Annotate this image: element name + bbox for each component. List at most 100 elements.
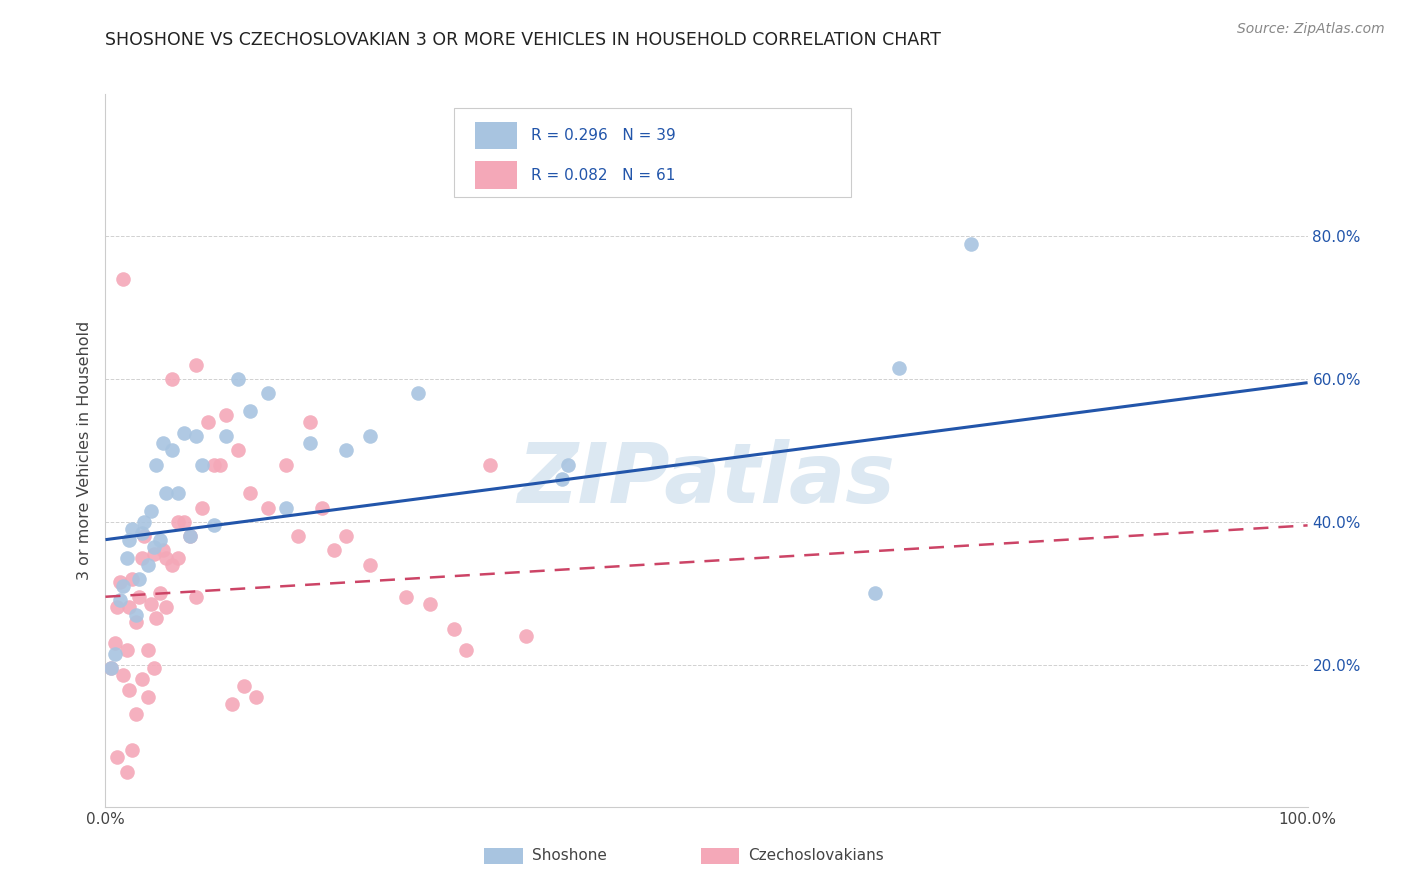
- Point: [287, 529, 309, 543]
- Point: [274, 500, 297, 515]
- Point: [359, 558, 381, 572]
- Point: [136, 690, 159, 704]
- Point: [173, 515, 195, 529]
- Point: [184, 358, 207, 372]
- Point: [395, 590, 418, 604]
- Point: [115, 643, 138, 657]
- Point: [142, 661, 165, 675]
- Point: [221, 697, 243, 711]
- FancyBboxPatch shape: [454, 108, 851, 197]
- Point: [145, 458, 167, 472]
- Point: [142, 540, 165, 554]
- Point: [118, 682, 141, 697]
- Text: Shoshone: Shoshone: [533, 848, 607, 863]
- Point: [419, 597, 441, 611]
- Point: [239, 404, 262, 418]
- Point: [100, 661, 122, 675]
- Point: [960, 236, 983, 251]
- Point: [184, 429, 207, 443]
- Point: [515, 629, 537, 643]
- Point: [179, 529, 201, 543]
- Point: [139, 504, 162, 518]
- Point: [139, 597, 162, 611]
- Point: [136, 643, 159, 657]
- Point: [208, 458, 231, 472]
- Point: [124, 615, 146, 629]
- Point: [190, 458, 212, 472]
- Point: [256, 500, 278, 515]
- Point: [245, 690, 267, 704]
- Point: [202, 518, 225, 533]
- Text: SHOSHONE VS CZECHOSLOVAKIAN 3 OR MORE VEHICLES IN HOUSEHOLD CORRELATION CHART: SHOSHONE VS CZECHOSLOVAKIAN 3 OR MORE VE…: [105, 31, 942, 49]
- Point: [551, 472, 574, 486]
- Point: [166, 550, 188, 565]
- Point: [104, 647, 127, 661]
- Point: [118, 600, 141, 615]
- Point: [124, 607, 146, 622]
- Text: Source: ZipAtlas.com: Source: ZipAtlas.com: [1237, 22, 1385, 37]
- Point: [256, 386, 278, 401]
- Point: [197, 415, 219, 429]
- Point: [108, 575, 131, 590]
- Point: [173, 425, 195, 440]
- Point: [115, 764, 138, 779]
- Point: [214, 408, 236, 422]
- Point: [335, 529, 357, 543]
- Point: [107, 750, 129, 764]
- Point: [479, 458, 502, 472]
- Point: [132, 529, 155, 543]
- Point: [166, 515, 188, 529]
- Point: [443, 622, 465, 636]
- Point: [202, 458, 225, 472]
- Point: [118, 533, 141, 547]
- Point: [132, 515, 155, 529]
- Point: [232, 679, 254, 693]
- Point: [112, 272, 135, 286]
- FancyBboxPatch shape: [484, 848, 523, 863]
- Point: [298, 415, 321, 429]
- Point: [311, 500, 333, 515]
- Point: [121, 522, 143, 536]
- Point: [887, 361, 910, 376]
- Y-axis label: 3 or more Vehicles in Household: 3 or more Vehicles in Household: [77, 321, 93, 580]
- Point: [160, 558, 183, 572]
- Point: [322, 543, 344, 558]
- Point: [148, 586, 170, 600]
- Point: [166, 486, 188, 500]
- Text: ZIPatlas: ZIPatlas: [517, 439, 896, 519]
- Point: [131, 672, 153, 686]
- Point: [155, 550, 177, 565]
- Point: [454, 643, 477, 657]
- Point: [131, 525, 153, 540]
- Point: [124, 707, 146, 722]
- Point: [160, 372, 183, 386]
- Point: [298, 436, 321, 450]
- Point: [115, 550, 138, 565]
- Point: [226, 372, 249, 386]
- Point: [406, 386, 429, 401]
- FancyBboxPatch shape: [474, 161, 516, 188]
- Point: [128, 590, 150, 604]
- Point: [557, 458, 579, 472]
- Point: [214, 429, 236, 443]
- Point: [112, 668, 135, 682]
- Point: [152, 436, 174, 450]
- Point: [160, 443, 183, 458]
- Point: [190, 500, 212, 515]
- Point: [359, 429, 381, 443]
- Point: [121, 572, 143, 586]
- Point: [104, 636, 127, 650]
- Point: [184, 590, 207, 604]
- FancyBboxPatch shape: [474, 122, 516, 149]
- Point: [155, 486, 177, 500]
- Point: [226, 443, 249, 458]
- Point: [239, 486, 262, 500]
- Point: [131, 550, 153, 565]
- Point: [335, 443, 357, 458]
- Point: [100, 661, 122, 675]
- Point: [155, 600, 177, 615]
- Point: [179, 529, 201, 543]
- Point: [152, 543, 174, 558]
- Text: Czechoslovakians: Czechoslovakians: [748, 848, 884, 863]
- Point: [112, 579, 135, 593]
